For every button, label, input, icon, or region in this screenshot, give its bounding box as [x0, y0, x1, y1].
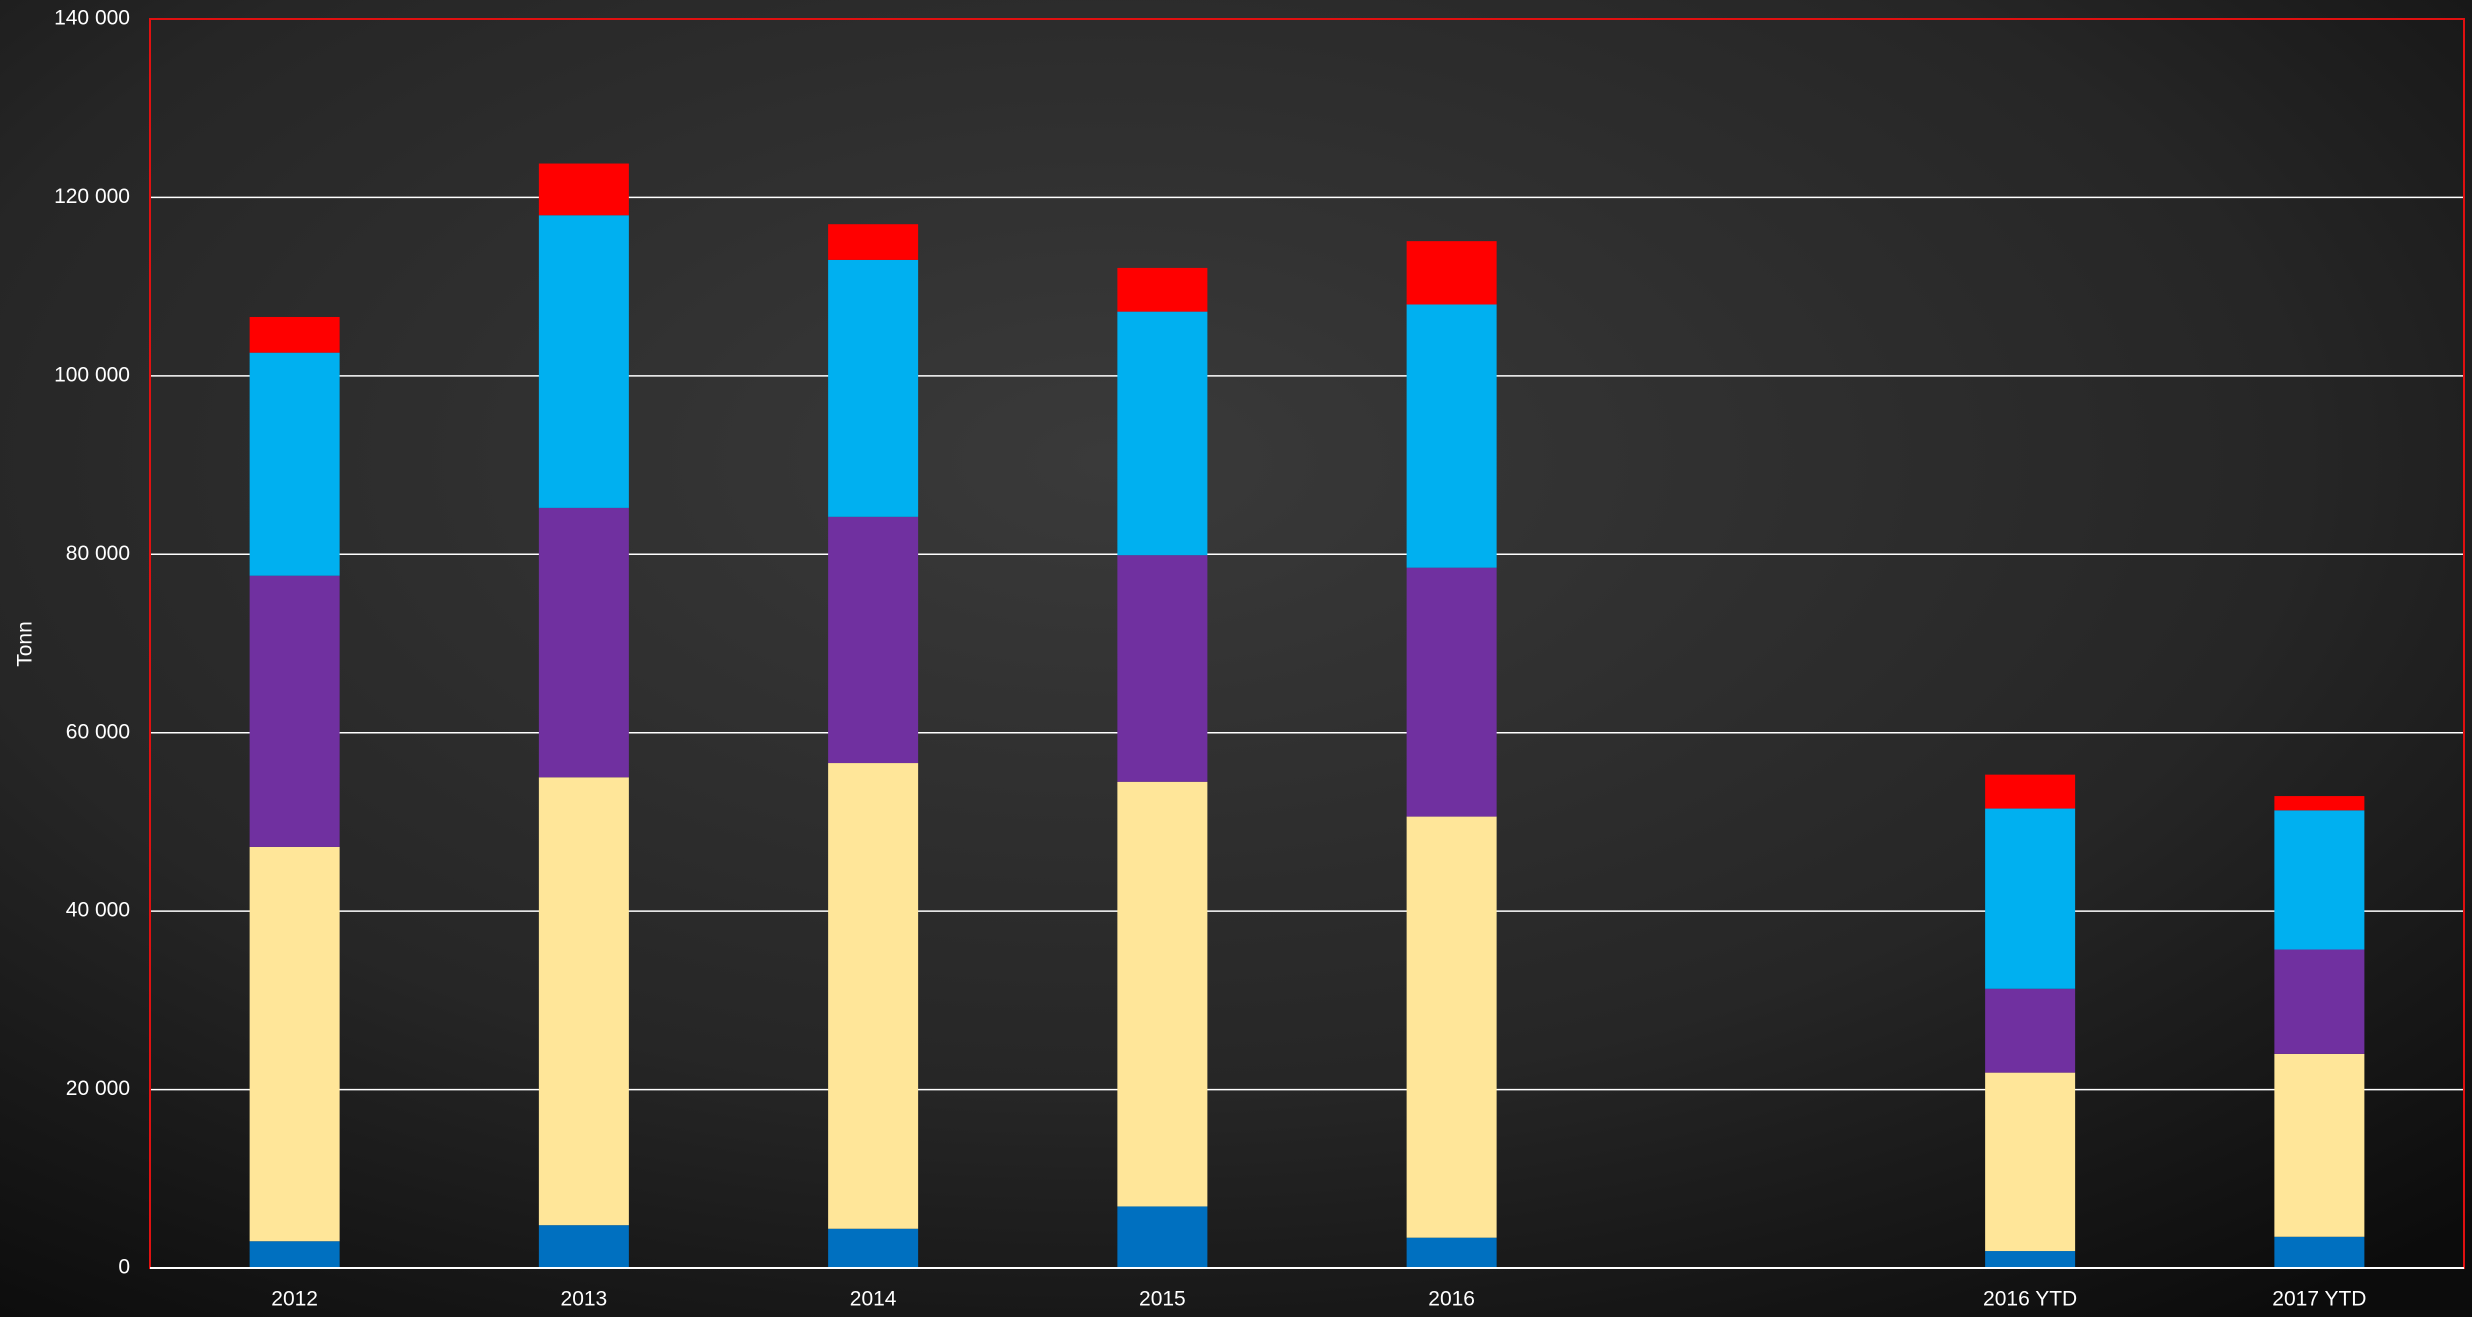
bar-segment	[538, 507, 629, 778]
bar-segment	[1406, 304, 1497, 568]
bar-segment	[2274, 796, 2365, 811]
bar-segment	[249, 846, 340, 1242]
bar-segment	[1406, 1237, 1497, 1268]
bar-segment	[1406, 816, 1497, 1238]
bar-segment	[828, 516, 919, 764]
bar-segment	[249, 575, 340, 847]
bar-segment	[1406, 567, 1497, 817]
bar-segment	[828, 224, 919, 260]
x-tick-label: 2016 YTD	[1983, 1288, 2077, 1311]
bar-segment	[828, 763, 919, 1229]
x-tick-label: 2016	[1428, 1288, 1475, 1311]
bar-segment	[249, 1241, 340, 1268]
bar-segment	[828, 1228, 919, 1268]
y-tick-label: 140 000	[54, 7, 130, 30]
x-tick-label: 2013	[561, 1288, 608, 1311]
bar-segment	[249, 352, 340, 576]
bar-segment	[1117, 1206, 1208, 1268]
bar-segment	[1406, 241, 1497, 305]
y-tick-label: 20 000	[66, 1077, 130, 1100]
y-tick-label: 80 000	[66, 542, 130, 565]
bar-segment	[1117, 311, 1208, 556]
bar-segment	[2274, 949, 2365, 1054]
bar-segment	[2274, 1053, 2365, 1237]
bar-segment	[538, 215, 629, 508]
y-tick-label: 60 000	[66, 720, 130, 743]
bar-segment	[1985, 988, 2076, 1073]
x-tick-label: 2017 YTD	[2272, 1288, 2366, 1311]
bar-segment	[1985, 808, 2076, 989]
bar-segment	[1985, 774, 2076, 809]
x-tick-label: 2015	[1139, 1288, 1186, 1311]
x-tick-label: 2014	[850, 1288, 897, 1311]
bar-segment	[1985, 1251, 2076, 1268]
bar-segment	[1117, 555, 1208, 782]
bar-segment	[1117, 267, 1208, 312]
y-tick-label: 0	[118, 1256, 130, 1279]
bar-segment	[2274, 810, 2365, 950]
bar-segment	[1985, 1072, 2076, 1252]
bar-segment	[1117, 781, 1208, 1207]
bar-segment	[249, 316, 340, 353]
bar-segment	[828, 259, 919, 517]
bar-segment	[538, 777, 629, 1226]
bar-segment	[538, 163, 629, 216]
y-tick-label: 100 000	[54, 363, 130, 386]
bar-segment	[2274, 1236, 2365, 1268]
y-tick-label: 40 000	[66, 899, 130, 922]
y-tick-label: 120 000	[54, 185, 130, 208]
bar-segment	[538, 1225, 629, 1268]
x-tick-label: 2012	[271, 1288, 318, 1311]
y-axis-label: Tonn	[14, 621, 37, 667]
